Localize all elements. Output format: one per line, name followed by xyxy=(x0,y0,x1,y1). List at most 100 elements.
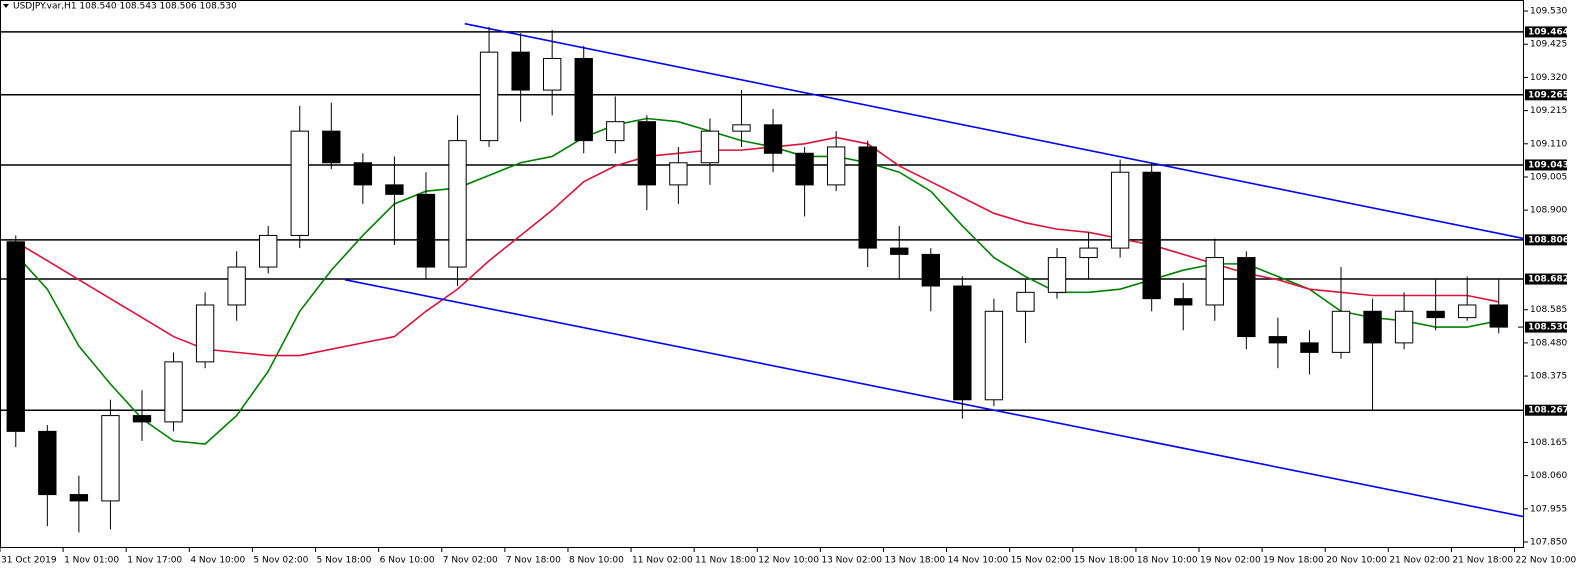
candle-body xyxy=(890,247,909,255)
level-label: 108.267 xyxy=(1528,406,1569,416)
candle-body xyxy=(732,124,751,132)
candle-body xyxy=(858,146,877,249)
candle-body xyxy=(6,241,25,432)
x-tick-label: 5 Nov 18:00 xyxy=(317,556,372,566)
candle-body xyxy=(479,51,499,142)
x-tick-label: 13 Nov 18:00 xyxy=(884,556,945,566)
x-tick-label: 21 Nov 18:00 xyxy=(1452,556,1513,566)
y-tick-label: 109.005 xyxy=(1530,172,1567,182)
candle-body xyxy=(1268,336,1288,344)
x-tick-label: 1 Nov 17:00 xyxy=(127,556,182,566)
candle-body xyxy=(795,152,814,186)
candle-body xyxy=(132,415,152,423)
candle-body xyxy=(69,494,89,502)
x-tick-label: 6 Nov 10:00 xyxy=(380,556,435,566)
candle-body xyxy=(1363,310,1382,344)
x-tick-label: 11 Nov 18:00 xyxy=(695,556,756,566)
x-tick-label: 11 Nov 02:00 xyxy=(632,556,693,566)
level-label-box xyxy=(1525,273,1567,285)
chart-title: USDJPY.var,H1 108.540 108.543 108.506 10… xyxy=(13,2,237,12)
y-tick-label: 108.375 xyxy=(1530,372,1567,382)
x-tick-label: 21 Nov 02:00 xyxy=(1389,556,1450,566)
candle-body xyxy=(763,124,783,154)
candle-body xyxy=(1426,310,1445,319)
candle-body xyxy=(542,57,562,91)
level-label-box xyxy=(1525,159,1567,171)
candle-body xyxy=(1205,257,1224,306)
candle-body xyxy=(826,146,846,186)
x-tick-label: 15 Nov 02:00 xyxy=(1011,556,1072,566)
level-label-box xyxy=(1525,404,1567,416)
y-tick-label: 108.480 xyxy=(1530,338,1567,348)
y-tick-label: 108.165 xyxy=(1530,438,1567,448)
candle-body xyxy=(227,266,246,306)
candle-body xyxy=(511,51,530,91)
candle-body xyxy=(606,121,625,142)
candle-body xyxy=(669,162,688,186)
level-label: 109.265 xyxy=(1528,90,1569,100)
level-label: 109.043 xyxy=(1528,160,1569,170)
y-tick-label: 109.215 xyxy=(1530,106,1567,116)
level-label-box xyxy=(1525,234,1567,246)
x-tick-label: 1 Nov 01:00 xyxy=(64,556,119,566)
candle-body xyxy=(1110,171,1130,249)
candle-body xyxy=(259,234,278,268)
x-tick-label: 14 Nov 10:00 xyxy=(948,556,1009,566)
x-tick-label: 13 Nov 02:00 xyxy=(821,556,882,566)
candle-body xyxy=(1394,310,1414,344)
candle-body xyxy=(984,310,1004,401)
candle-body xyxy=(1300,342,1319,353)
candle-body xyxy=(1142,171,1161,300)
last-price-label: 108.530 xyxy=(1528,323,1569,333)
y-tick-label: 107.955 xyxy=(1530,504,1567,514)
menu-arrow[interactable] xyxy=(3,4,9,8)
x-tick-label: 7 Nov 18:00 xyxy=(506,556,561,566)
level-label: 108.806 xyxy=(1528,235,1569,245)
candle-body xyxy=(416,193,436,268)
candle-body xyxy=(953,285,972,401)
level-label-box xyxy=(1525,89,1567,101)
candle-body xyxy=(921,253,940,287)
candle-body xyxy=(101,415,120,502)
x-tick-label: 20 Nov 10:00 xyxy=(1326,556,1387,566)
candle-body xyxy=(385,184,404,195)
trend-line xyxy=(344,278,1524,518)
candle-body xyxy=(637,121,657,186)
y-tick-label: 108.585 xyxy=(1530,305,1567,315)
candle-body xyxy=(353,162,373,186)
candle-body xyxy=(1079,247,1098,259)
candle-body xyxy=(1489,304,1508,328)
y-tick-label: 109.530 xyxy=(1530,7,1567,17)
candle-body xyxy=(38,430,57,496)
x-tick-label: 22 Nov 10:00 xyxy=(1516,556,1577,566)
candle-body xyxy=(1174,298,1193,306)
y-tick-label: 107.850 xyxy=(1530,537,1567,547)
candle-body xyxy=(322,130,341,164)
candle-body xyxy=(574,57,593,142)
x-tick-label: 15 Nov 18:00 xyxy=(1074,556,1135,566)
x-tick-label: 19 Nov 02:00 xyxy=(1200,556,1261,566)
x-tick-label: 31 Oct 2019 xyxy=(1,556,57,566)
x-tick-label: 4 Nov 10:00 xyxy=(190,556,245,566)
candle-body xyxy=(700,130,720,164)
candle-body xyxy=(164,361,183,423)
trend-line xyxy=(464,22,1524,240)
y-tick-label: 108.060 xyxy=(1530,471,1567,481)
x-tick-label: 7 Nov 02:00 xyxy=(443,556,498,566)
x-tick-label: 8 Nov 10:00 xyxy=(569,556,624,566)
candle-body xyxy=(195,304,215,363)
level-label-box xyxy=(1525,26,1567,38)
level-label: 109.464 xyxy=(1528,27,1569,37)
y-tick-label: 109.110 xyxy=(1530,139,1567,149)
y-tick-label: 109.320 xyxy=(1530,73,1567,83)
x-tick-label: 18 Nov 10:00 xyxy=(1137,556,1198,566)
candle-body xyxy=(1237,257,1256,338)
y-tick-label: 109.425 xyxy=(1530,40,1567,50)
candle-body xyxy=(1016,291,1035,312)
last-price-box xyxy=(1525,321,1567,333)
y-tick-label: 108.900 xyxy=(1530,206,1567,216)
x-tick-label: 12 Nov 10:00 xyxy=(758,556,819,566)
candle-body xyxy=(448,140,467,268)
x-tick-label: 19 Nov 18:00 xyxy=(1263,556,1324,566)
